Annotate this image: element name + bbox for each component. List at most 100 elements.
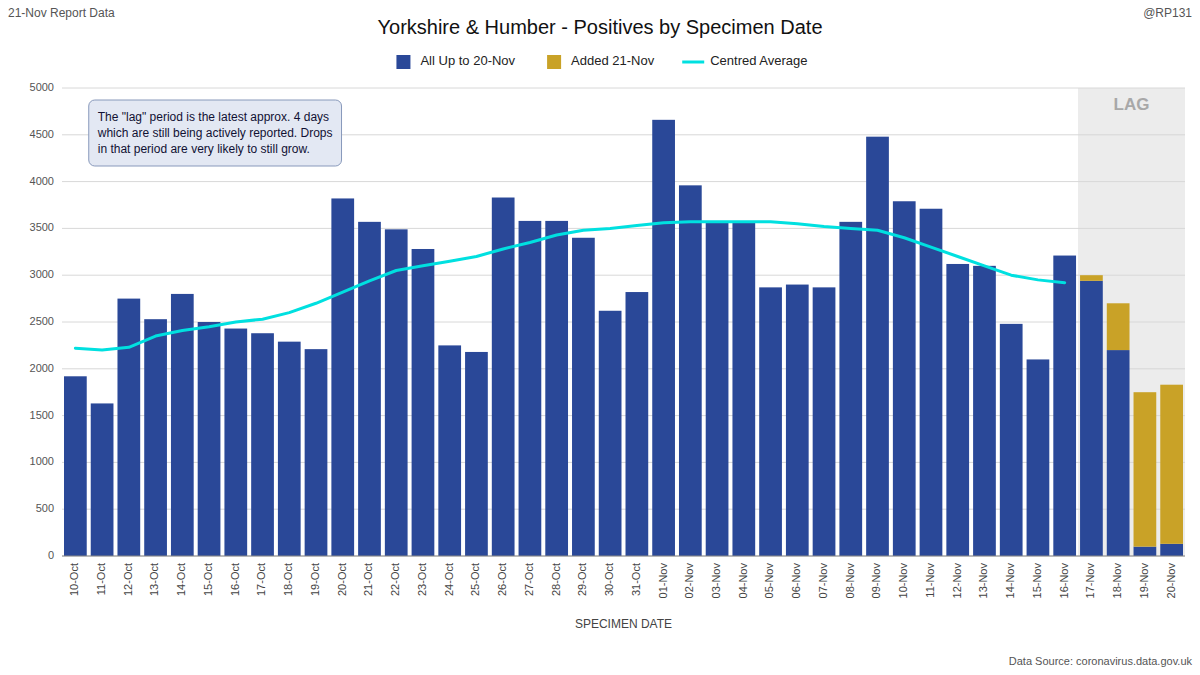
bar <box>1160 385 1183 544</box>
bar <box>117 298 140 299</box>
annotation-line: in that period are very likely to still … <box>98 142 310 156</box>
bar <box>358 221 381 222</box>
bar <box>438 345 461 346</box>
bar <box>706 222 729 556</box>
bar <box>198 322 221 323</box>
bar <box>305 349 328 350</box>
x-tick-label: 01-Nov <box>657 563 669 599</box>
x-tick-label: 08-Nov <box>844 563 856 599</box>
annotation-line: The "lag" period is the latest approx. 4… <box>98 110 329 124</box>
bar <box>412 249 435 556</box>
y-tick-label: 4000 <box>30 175 54 187</box>
bar <box>1000 324 1023 556</box>
bar <box>64 376 87 556</box>
bar <box>198 322 221 556</box>
x-tick-label: 13-Oct <box>148 563 160 596</box>
x-tick-label: 15-Oct <box>202 563 214 596</box>
y-tick-label: 1000 <box>30 455 54 467</box>
bar <box>813 287 836 288</box>
bar <box>893 201 916 202</box>
bar <box>679 185 702 186</box>
bar <box>626 292 649 293</box>
bar <box>1134 547 1157 556</box>
x-tick-label: 14-Oct <box>175 563 187 596</box>
bar <box>64 376 87 377</box>
x-tick-label: 10-Oct <box>68 563 80 596</box>
x-tick-label: 13-Nov <box>977 563 989 599</box>
grid-line <box>62 181 1185 182</box>
bar <box>91 403 114 404</box>
bar <box>492 197 515 198</box>
bar <box>973 266 996 556</box>
bar <box>786 285 809 556</box>
grid-line <box>62 88 1185 89</box>
y-tick-label: 500 <box>36 502 54 514</box>
x-tick-label: 31-Oct <box>630 563 642 596</box>
bar <box>1027 359 1050 556</box>
bar <box>599 310 622 311</box>
bar <box>1053 256 1076 556</box>
bar <box>1160 544 1183 556</box>
title: Yorkshire & Humber - Positives by Specim… <box>378 16 823 38</box>
bar <box>1134 392 1157 546</box>
x-tick-label: 09-Nov <box>870 563 882 599</box>
x-tick-label: 02-Nov <box>683 563 695 599</box>
bar <box>251 333 274 334</box>
bar <box>1107 303 1130 350</box>
bar <box>839 221 862 222</box>
bar <box>251 333 274 556</box>
span-label: LAG <box>1114 95 1150 114</box>
legend-item: Centred Average <box>682 53 807 68</box>
bar <box>866 137 889 556</box>
bar <box>519 220 542 221</box>
bar <box>144 319 167 556</box>
y-tick-label: 0 <box>48 549 54 561</box>
bar <box>920 209 943 556</box>
bar <box>171 293 194 294</box>
x-tick-label: 16-Oct <box>229 563 241 596</box>
x-tick-label: 05-Nov <box>763 563 775 599</box>
y-tick-label: 2000 <box>30 362 54 374</box>
bar <box>331 198 354 556</box>
x-tick-label: 04-Nov <box>737 563 749 599</box>
top-right-label: @RP131 <box>1143 6 1192 20</box>
line <box>75 222 1064 350</box>
x-tick-label: 17-Nov <box>1084 563 1096 599</box>
bar <box>626 292 649 556</box>
x-tick-label: 19-Nov <box>1138 563 1150 599</box>
bar <box>732 222 755 556</box>
x-tick-label: 15-Nov <box>1031 563 1043 599</box>
bar <box>305 349 328 556</box>
bar <box>893 201 916 556</box>
plot-marks <box>64 120 1183 556</box>
bar <box>1000 323 1023 324</box>
x-tick-label: 21-Oct <box>362 563 374 596</box>
x-tick-label: 20-Nov <box>1165 563 1177 599</box>
x-tick-label: 03-Nov <box>710 563 722 599</box>
bar <box>278 342 301 556</box>
bar <box>946 263 969 264</box>
legend-swatch <box>396 55 410 69</box>
source-label: Data Source: coronavirus.data.gov.uk <box>1009 655 1193 667</box>
legend-label: Centred Average <box>710 53 807 68</box>
bar <box>866 136 889 137</box>
bar <box>759 287 782 288</box>
y-tick-label: 3000 <box>30 268 54 280</box>
chart: 0500100015002000250030003500400045005000… <box>0 0 1200 675</box>
x-tick-label: 14-Nov <box>1004 563 1016 599</box>
bar <box>946 264 969 556</box>
bar <box>545 220 568 221</box>
x-axis-label: SPECIMEN DATE <box>575 617 672 631</box>
x-tick-label: 26-Oct <box>496 563 508 596</box>
x-tick-label: 11-Oct <box>95 563 107 595</box>
bar <box>519 221 542 556</box>
bar <box>465 352 488 556</box>
grid-line <box>62 556 1185 557</box>
bar <box>572 238 595 556</box>
bar <box>1080 281 1103 556</box>
bar <box>652 120 675 556</box>
bar <box>385 229 408 230</box>
bar <box>599 311 622 556</box>
x-tick-label: 24-Oct <box>443 563 455 596</box>
bar <box>652 119 675 120</box>
